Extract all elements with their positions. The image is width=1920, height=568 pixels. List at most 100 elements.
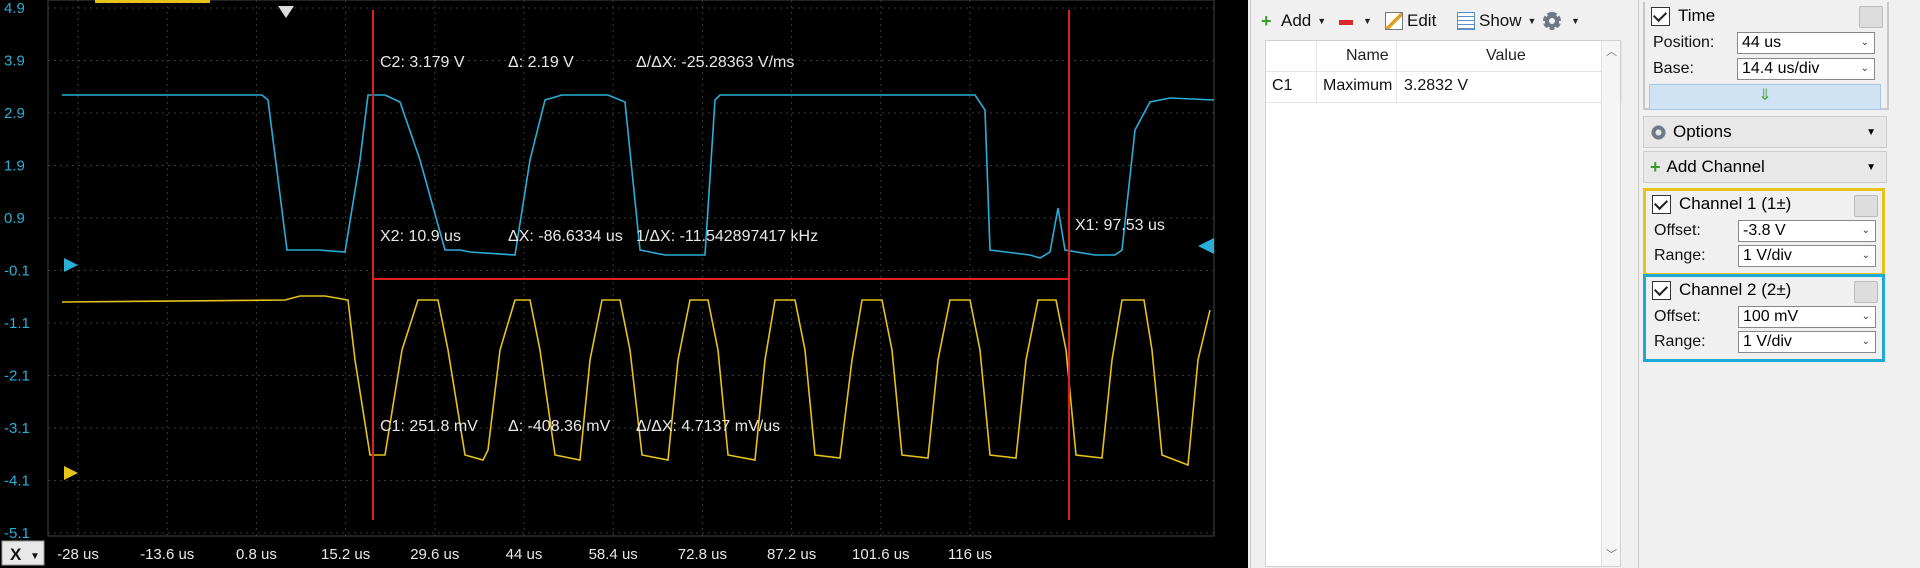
channel1-checkbox[interactable] (1652, 194, 1671, 214)
channel2-range-label: Range: (1654, 333, 1706, 350)
options-dropdown-icon[interactable]: ▼ (1866, 126, 1876, 138)
add-dropdown-icon[interactable]: ▼ (1317, 16, 1327, 26)
table-scrollbar[interactable]: ︿ ﹀ (1601, 41, 1620, 566)
measurements-panel: + Add ▼ ▼ Edit Show ▼ ▼ Name Value (1250, 0, 1639, 568)
y-tick-label: 0.9 (4, 210, 25, 227)
remove-measurement-button[interactable]: ▼ (1339, 10, 1372, 32)
column-divider (1621, 41, 1622, 102)
edit-measurement-button[interactable]: Edit (1385, 10, 1436, 32)
time-gear-icon[interactable] (1859, 6, 1883, 28)
channel1-range-select[interactable]: 1 V/div ⌄ (1738, 245, 1876, 267)
x-tick-label: -28 us (57, 546, 99, 563)
x-tick-label: 101.6 us (852, 546, 910, 563)
channel2-header[interactable]: Channel 2 (2±) (1652, 280, 1791, 300)
plus-icon: + (1650, 156, 1661, 177)
channel2-offset-value: 100 mV (1743, 308, 1799, 325)
channel1-range-value: 1 V/div (1743, 247, 1792, 264)
remove-dropdown-icon[interactable]: ▼ (1363, 16, 1372, 26)
x-tick-label: 116 us (948, 546, 992, 563)
down-arrow-icon: ⇓ (1758, 87, 1772, 104)
column-divider (1316, 41, 1317, 102)
base-select[interactable]: 14.4 us/div ⌄ (1737, 58, 1875, 80)
channel1-offset-marker[interactable] (64, 466, 78, 480)
settings-dropdown-icon[interactable]: ▼ (1571, 16, 1580, 26)
channel1-group: Channel 1 (1±) Offset: -3.8 V ⌄ Range: 1… (1643, 188, 1885, 276)
add-measurement-button[interactable]: + Add ▼ (1261, 10, 1326, 32)
x-axis-dropdown-icon[interactable]: ▼ (30, 551, 40, 562)
y-tick-label: -1.1 (4, 315, 30, 332)
x-tick-label: 15.2 us (321, 546, 370, 563)
channel1-offset-select[interactable]: -3.8 V ⌄ (1738, 220, 1876, 242)
channel2-offset-select[interactable]: 100 mV ⌄ (1738, 306, 1876, 328)
channel2-right-marker[interactable] (1198, 238, 1214, 254)
channel2-group: Channel 2 (2±) Offset: 100 mV ⌄ Range: 1… (1643, 274, 1885, 362)
add-channel-dropdown-icon[interactable]: ▼ (1866, 161, 1876, 173)
y-tick-label: 3.9 (4, 53, 25, 70)
position-select[interactable]: 44 us ⌄ (1737, 32, 1875, 54)
channel1-offset-value: -3.8 V (1743, 222, 1786, 239)
readout-x1: X1: 97.53 us (1075, 217, 1165, 234)
list-icon (1457, 12, 1475, 30)
add-label: Add (1281, 11, 1312, 30)
x-tick-label: -13.6 us (140, 546, 194, 563)
measurement-settings-button[interactable]: ▼ (1543, 10, 1580, 32)
position-label: Position: (1653, 34, 1715, 51)
measurements-toolbar: + Add ▼ ▼ Edit Show ▼ ▼ (1251, 0, 1639, 40)
column-value-header[interactable]: Value (1486, 47, 1526, 64)
readout-c1-delta: Δ: -408.36 mV (508, 418, 611, 435)
cell-value: 3.2832 V (1404, 77, 1469, 94)
trigger-position-marker[interactable] (278, 6, 294, 18)
minus-icon (1339, 19, 1353, 25)
chevron-down-icon: ⌄ (1861, 250, 1870, 261)
x-tick-label: 58.4 us (589, 546, 638, 563)
chevron-down-icon: ⌄ (1861, 336, 1870, 347)
channel2-checkbox[interactable] (1652, 280, 1671, 300)
readout-dx: ΔX: -86.6334 us (508, 228, 623, 245)
show-button[interactable]: Show ▼ (1457, 10, 1536, 32)
y-tick-label: -4.1 (4, 473, 30, 490)
table-row[interactable]: C1 Maximum 3.2832 V (1266, 71, 1620, 103)
scroll-down-icon[interactable]: ﹀ (1606, 549, 1617, 561)
x-tick-label: 0.8 us (236, 546, 277, 563)
expand-down-button[interactable]: ⇓ (1649, 84, 1881, 110)
time-header[interactable]: Time (1651, 6, 1715, 26)
options-bar[interactable]: Options ▼ (1643, 116, 1887, 148)
gear-icon (1650, 123, 1667, 141)
channel2-gear-icon[interactable] (1854, 281, 1878, 303)
scroll-up-icon[interactable]: ︿ (1606, 46, 1617, 58)
x-axis-button[interactable] (1, 540, 45, 566)
channel2-range-select[interactable]: 1 V/div ⌄ (1738, 331, 1876, 353)
readout-c2-delta: Δ: 2.19 V (508, 54, 574, 71)
chevron-down-icon: ⌄ (1861, 311, 1870, 322)
y-tick-label: -5.1 (4, 525, 30, 542)
show-dropdown-icon[interactable]: ▼ (1527, 16, 1537, 26)
channel1-waveform (61, 295, 1211, 467)
channel1-title: Channel 1 (1±) (1679, 194, 1792, 213)
measurements-table: Name Value C1 Maximum 3.2832 V ︿ ﹀ (1265, 40, 1622, 567)
channel1-header[interactable]: Channel 1 (1±) (1652, 194, 1791, 214)
channel2-offset-label: Offset: (1654, 308, 1701, 325)
y-axis-ticks: 4.9 3.9 2.9 1.9 0.9 -0.1 -1.1 -2.1 -3.1 -4.1 -5.1 (4, 0, 30, 542)
time-title: Time (1678, 6, 1716, 25)
y-tick-label: 4.9 (4, 0, 25, 17)
scope-canvas[interactable]: 4.93.92.91.90.9-0.1-1.1-2.1-3.1-4.1-5.1 … (0, 0, 1248, 568)
scope-plot[interactable]: 4.9 3.9 2.9 1.9 0.9 -0.1 -1.1 -2.1 -3.1 -4.1 -5.1 … (0, 0, 1248, 568)
base-value: 14.4 us/div (1742, 60, 1820, 77)
readout-c2: C2: 3.179 V (380, 54, 465, 71)
readout-c2-slope: Δ/ΔX: -25.28363 V/ms (636, 54, 794, 71)
time-checkbox[interactable] (1651, 6, 1670, 26)
add-channel-label: Add Channel (1666, 157, 1765, 176)
gear-icon (1543, 12, 1561, 30)
channel1-gear-icon[interactable] (1854, 195, 1878, 217)
top-scroll-marker[interactable] (95, 0, 210, 3)
y-tick-label: -3.1 (4, 420, 30, 437)
plot-area[interactable] (47, 0, 1215, 537)
readout-c1-slope: Δ/ΔX: 4.7137 mV/us (636, 418, 780, 435)
channel2-title: Channel 2 (2±) (1679, 280, 1792, 299)
y-tick-label: 1.9 (4, 158, 25, 175)
channel2-offset-marker[interactable] (64, 258, 78, 272)
x-axis-ticks: -28 us -13.6 us 0.8 us 15.2 us 29.6 us 44 us 5… (57, 546, 992, 563)
edit-label: Edit (1407, 11, 1437, 30)
column-name-header[interactable]: Name (1346, 47, 1389, 64)
add-channel-bar[interactable]: + Add Channel ▼ (1643, 151, 1887, 183)
